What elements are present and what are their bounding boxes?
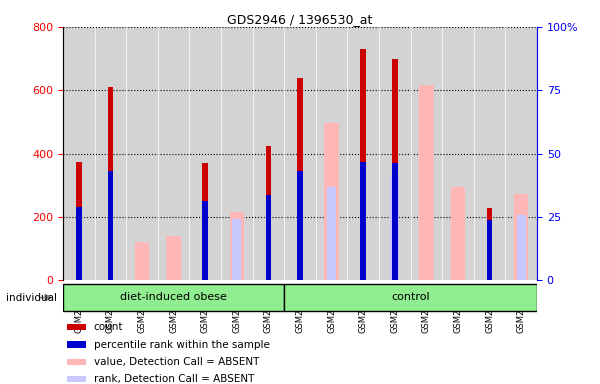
Bar [392, 163, 398, 280]
Bar [419, 84, 434, 280]
Text: rank, Detection Call = ABSENT: rank, Detection Call = ABSENT [94, 374, 254, 384]
Title: GDS2946 / 1396530_at: GDS2946 / 1396530_at [227, 13, 373, 26]
Bar [107, 87, 113, 280]
Bar [391, 176, 399, 280]
Text: GSM215579: GSM215579 [296, 282, 305, 333]
Bar [107, 171, 113, 280]
Bar [202, 163, 208, 280]
Bar [63, 284, 284, 311]
Bar [232, 218, 241, 280]
Text: GSM215586: GSM215586 [517, 282, 526, 333]
Bar [230, 212, 244, 280]
Bar [325, 123, 339, 280]
Bar [487, 220, 493, 280]
Bar [284, 284, 537, 311]
Bar [514, 194, 529, 280]
Bar [67, 324, 86, 330]
Text: control: control [391, 292, 430, 302]
Bar [297, 171, 303, 280]
Text: GSM215578: GSM215578 [264, 282, 273, 333]
Bar [517, 215, 526, 280]
Text: GSM215585: GSM215585 [485, 282, 494, 333]
Bar [487, 208, 493, 280]
Text: GSM215574: GSM215574 [137, 282, 146, 333]
Bar [67, 341, 86, 348]
Text: GSM215583: GSM215583 [422, 282, 431, 333]
Text: value, Detection Call = ABSENT: value, Detection Call = ABSENT [94, 357, 259, 367]
Text: GSM215576: GSM215576 [200, 282, 210, 333]
Text: GSM215580: GSM215580 [327, 282, 336, 333]
Bar [266, 146, 271, 280]
Text: count: count [94, 322, 123, 332]
Bar [166, 236, 181, 280]
Text: percentile rank within the sample: percentile rank within the sample [94, 339, 269, 349]
Text: GSM215581: GSM215581 [359, 282, 368, 333]
Bar [297, 78, 303, 280]
Text: GSM215582: GSM215582 [391, 282, 400, 333]
Bar [67, 359, 86, 365]
Bar [76, 207, 82, 280]
Bar [361, 162, 366, 280]
Bar [202, 201, 208, 280]
Text: individual: individual [6, 293, 57, 303]
Text: diet-induced obese: diet-induced obese [120, 292, 227, 302]
Bar [266, 195, 271, 280]
Text: GSM215575: GSM215575 [169, 282, 178, 333]
Bar [76, 162, 82, 280]
Text: GSM215573: GSM215573 [106, 282, 115, 333]
Bar [67, 376, 86, 382]
Bar [361, 49, 366, 280]
Text: GSM215577: GSM215577 [232, 282, 241, 333]
Bar [327, 187, 336, 280]
Text: GSM215584: GSM215584 [454, 282, 463, 333]
Bar [135, 242, 149, 280]
Text: GSM215572: GSM215572 [74, 282, 83, 333]
Bar [451, 187, 465, 280]
Bar [392, 58, 398, 280]
